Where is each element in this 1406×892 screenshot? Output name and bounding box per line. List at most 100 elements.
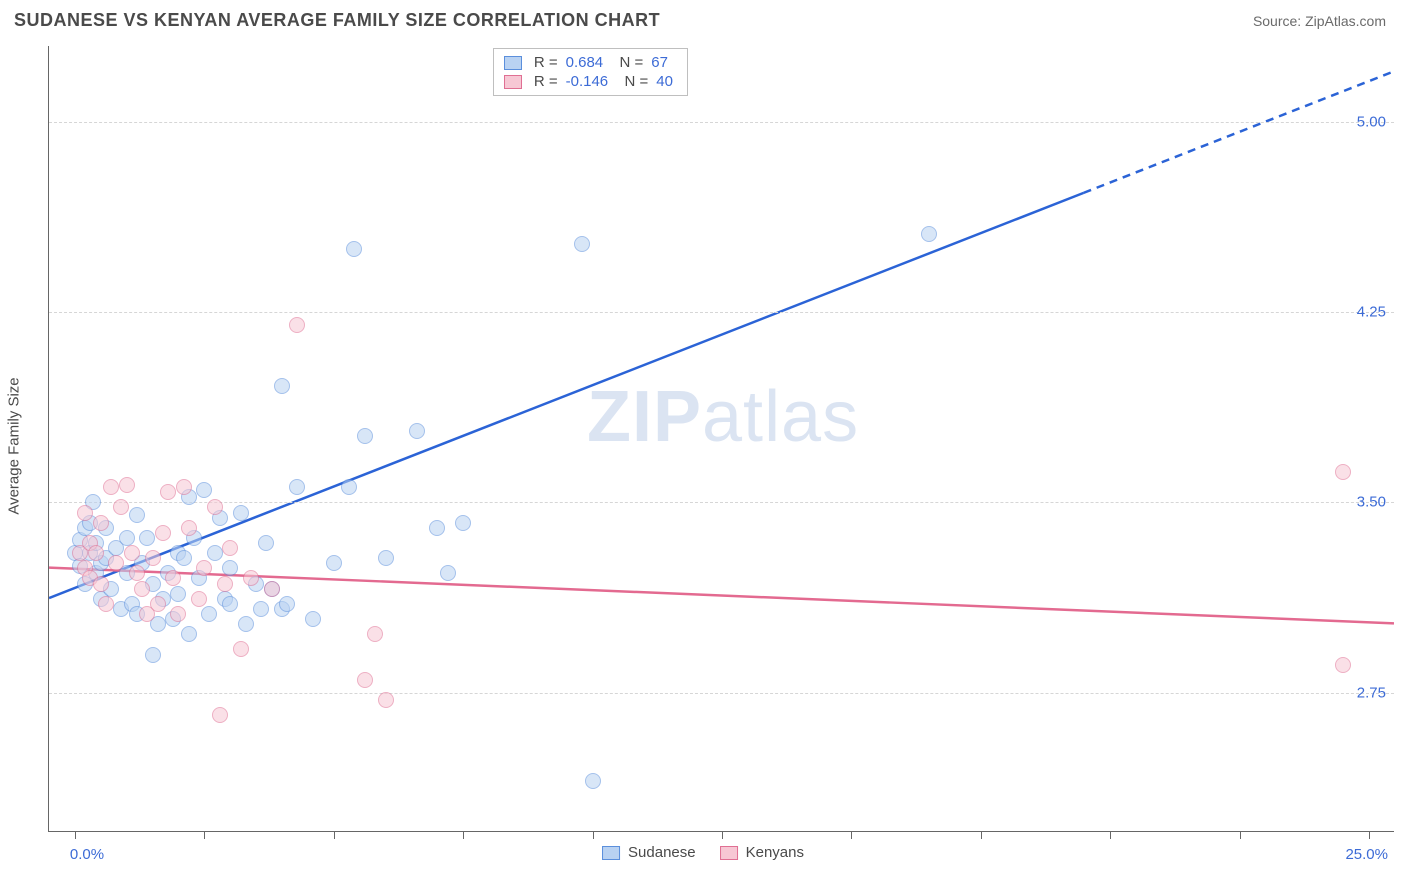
data-point — [289, 479, 305, 495]
data-point — [233, 505, 249, 521]
watermark: ZIPatlas — [587, 376, 859, 458]
y-tick-label: 3.50 — [1357, 494, 1386, 511]
legend-item: Kenyans — [720, 844, 804, 861]
data-point — [357, 672, 373, 688]
data-point — [129, 565, 145, 581]
data-point — [196, 482, 212, 498]
data-point — [346, 241, 362, 257]
gridline — [49, 312, 1394, 313]
legend-swatch — [602, 846, 620, 860]
data-point — [88, 545, 104, 561]
data-point — [409, 423, 425, 439]
data-point — [191, 591, 207, 607]
legend-row: R =-0.146 N =40 — [504, 72, 677, 91]
data-point — [134, 581, 150, 597]
data-point — [93, 576, 109, 592]
data-point — [124, 545, 140, 561]
x-tick — [981, 831, 982, 839]
legend-label: Kenyans — [746, 844, 804, 861]
data-point — [253, 601, 269, 617]
gridline — [49, 502, 1394, 503]
data-point — [160, 484, 176, 500]
x-tick — [1240, 831, 1241, 839]
data-point — [378, 692, 394, 708]
data-point — [1335, 657, 1351, 673]
trend-line-extrapolated — [1084, 71, 1394, 193]
x-tick — [1369, 831, 1370, 839]
data-point — [274, 378, 290, 394]
data-point — [233, 641, 249, 657]
legend-swatch — [720, 846, 738, 860]
data-point — [108, 555, 124, 571]
data-point — [289, 317, 305, 333]
data-point — [357, 428, 373, 444]
x-tick — [334, 831, 335, 839]
x-tick — [1110, 831, 1111, 839]
data-point — [455, 515, 471, 531]
data-point — [77, 505, 93, 521]
data-point — [1335, 464, 1351, 480]
data-point — [176, 479, 192, 495]
gridline — [49, 122, 1394, 123]
y-tick-label: 5.00 — [1357, 114, 1386, 131]
data-point — [119, 530, 135, 546]
data-point — [181, 626, 197, 642]
trend-lines-layer — [49, 46, 1394, 831]
data-point — [196, 560, 212, 576]
data-point — [113, 499, 129, 515]
trend-line — [49, 193, 1084, 598]
x-axis-min-label: 0.0% — [70, 846, 104, 863]
data-point — [176, 550, 192, 566]
gridline — [49, 693, 1394, 694]
data-point — [258, 535, 274, 551]
data-point — [264, 581, 280, 597]
chart-plot-area: ZIPatlas 2.75 3.50 4.25 5.00 R =0.684 N =67R… — [48, 46, 1394, 832]
legend-bottom: Sudanese Kenyans — [602, 844, 804, 861]
data-point — [222, 560, 238, 576]
data-point — [217, 576, 233, 592]
data-point — [103, 479, 119, 495]
x-tick — [204, 831, 205, 839]
data-point — [341, 479, 357, 495]
data-point — [243, 570, 259, 586]
header: SUDANESE VS KENYAN AVERAGE FAMILY SIZE C… — [0, 0, 1406, 39]
data-point — [145, 647, 161, 663]
legend-swatch — [504, 56, 522, 70]
x-tick — [75, 831, 76, 839]
data-point — [305, 611, 321, 627]
x-tick — [851, 831, 852, 839]
x-tick — [463, 831, 464, 839]
source-attribution: Source: ZipAtlas.com — [1253, 13, 1386, 29]
data-point — [429, 520, 445, 536]
y-axis-title: Average Family Size — [6, 377, 23, 514]
data-point — [367, 626, 383, 642]
legend-correlation: R =0.684 N =67R =-0.146 N =40 — [493, 48, 688, 96]
legend-label: Sudanese — [628, 844, 696, 861]
data-point — [222, 596, 238, 612]
data-point — [181, 520, 197, 536]
x-axis-max-label: 25.0% — [1345, 846, 1388, 863]
data-point — [326, 555, 342, 571]
data-point — [212, 707, 228, 723]
data-point — [585, 773, 601, 789]
x-tick — [593, 831, 594, 839]
x-tick — [722, 831, 723, 839]
data-point — [165, 570, 181, 586]
data-point — [378, 550, 394, 566]
data-point — [574, 236, 590, 252]
data-point — [119, 477, 135, 493]
y-tick-label: 4.25 — [1357, 304, 1386, 321]
data-point — [150, 596, 166, 612]
data-point — [155, 525, 171, 541]
data-point — [139, 530, 155, 546]
data-point — [238, 616, 254, 632]
data-point — [207, 499, 223, 515]
data-point — [93, 515, 109, 531]
legend-item: Sudanese — [602, 844, 696, 861]
data-point — [222, 540, 238, 556]
data-point — [201, 606, 217, 622]
data-point — [440, 565, 456, 581]
data-point — [207, 545, 223, 561]
data-point — [145, 550, 161, 566]
y-tick-label: 2.75 — [1357, 684, 1386, 701]
